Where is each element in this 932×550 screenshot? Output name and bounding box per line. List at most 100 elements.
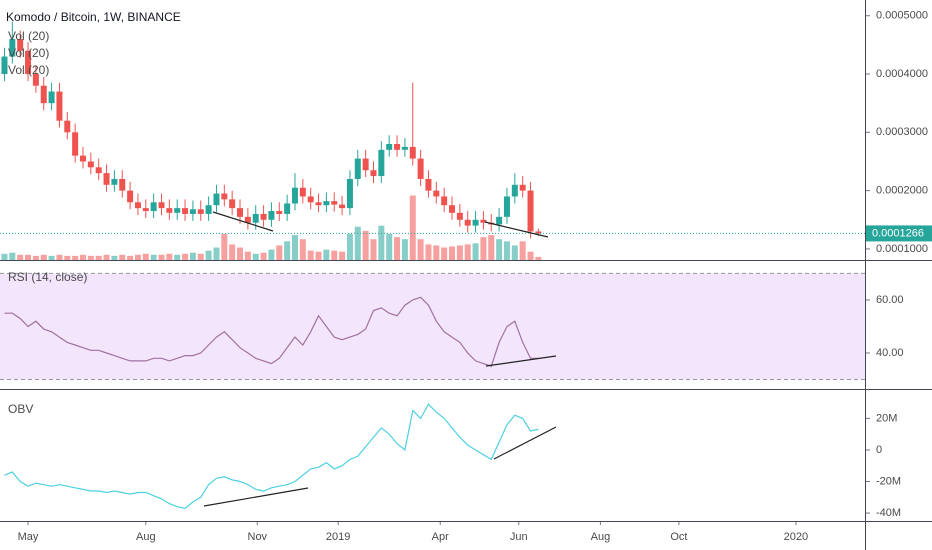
volume-bar [425, 244, 432, 260]
volume-bar [449, 246, 456, 260]
x-tick-label: Aug [591, 531, 611, 543]
indicator-label: Vol (20) [8, 29, 49, 43]
candle-body [205, 205, 212, 214]
y-tick-label: 0.0004000 [876, 68, 928, 80]
volume-bar [244, 251, 251, 260]
volume-bar [229, 244, 236, 260]
x-tick-label: Oct [670, 531, 687, 543]
candle-body [394, 143, 401, 150]
volume-bar [166, 253, 173, 260]
volume-bar [386, 234, 393, 260]
volume-bar [323, 249, 330, 260]
volume-bar [339, 251, 346, 260]
candle-body [174, 208, 181, 213]
candle-body [150, 202, 157, 212]
last-price-box [866, 225, 932, 242]
rsi-band [0, 273, 865, 380]
candle-body [1, 56, 8, 75]
candle-body [56, 91, 63, 121]
candle-body [95, 167, 102, 174]
candle-body [221, 193, 228, 200]
candle-body [284, 203, 291, 214]
y-tick-label: 20M [876, 412, 897, 424]
candle-body [229, 199, 236, 209]
candle-body [111, 178, 118, 185]
y-tick-label: 0.0002000 [876, 185, 928, 197]
volume-bar [87, 255, 94, 260]
volume-bar [1, 253, 8, 260]
volume-bar [441, 247, 448, 260]
volume-bar [79, 254, 86, 260]
candle-body [182, 208, 189, 214]
y-tick-label: 0 [876, 444, 882, 456]
candle-body [417, 158, 424, 179]
volume-bar [134, 254, 141, 260]
x-tick-label: 2019 [326, 531, 350, 543]
candle-body [456, 212, 463, 220]
candle-body [425, 178, 432, 191]
pane-title: RSI (14, close) [8, 270, 87, 284]
y-tick-label: -40M [876, 507, 901, 519]
candle-body [511, 184, 518, 197]
candle-body [535, 231, 542, 234]
candle-body [433, 190, 440, 197]
candle-body [315, 202, 322, 206]
volume-bar [56, 254, 63, 260]
volume-bar [174, 254, 181, 260]
volume-bar [299, 239, 306, 260]
volume-bar [205, 250, 212, 260]
candle-body [441, 196, 448, 206]
candle-body [40, 85, 47, 104]
candle-body [142, 208, 149, 212]
x-tick-label: Apr [432, 531, 449, 543]
chart-title: Komodo / Bitcoin, 1W, BINANCE [6, 10, 181, 24]
volume-bar [150, 254, 157, 260]
x-tick-label: Jun [510, 531, 528, 543]
x-tick-label: May [18, 531, 39, 543]
volume-bar [472, 243, 479, 260]
volume-bar [433, 245, 440, 260]
volume-bar [260, 252, 267, 260]
volume-bar [119, 254, 126, 260]
y-tick-label: -20M [876, 475, 901, 487]
volume-bar [291, 235, 298, 260]
pane-title: OBV [8, 402, 33, 416]
candle-body [213, 193, 220, 206]
y-tick-label: 0.0005000 [876, 10, 928, 22]
volume-bar [362, 230, 369, 260]
candle-body [166, 208, 173, 213]
volume-bar [25, 254, 32, 260]
volume-bar [158, 254, 165, 260]
candle-body [401, 146, 408, 150]
plots: May Aug Nov 2019 Apr Jun Aug Oct 2020 0.0001000 0.… [0, 10, 932, 543]
candle-body [449, 205, 456, 213]
last-price-label: 0.0001266 [872, 227, 924, 239]
volume-bar [32, 255, 39, 260]
candle-body [32, 74, 39, 86]
volume-bar [268, 249, 275, 260]
volume-bar [401, 239, 408, 260]
candle-body [134, 202, 141, 209]
volume-bar [527, 251, 534, 260]
volume-bar [496, 239, 503, 260]
candle-body [197, 209, 204, 214]
volume-bar [189, 252, 196, 260]
trend-line [485, 355, 557, 367]
candle-body [127, 190, 134, 203]
candle-body [189, 209, 196, 214]
candle-body [64, 120, 71, 133]
candle-body [354, 158, 361, 179]
candle-body [48, 91, 55, 104]
candle-body [260, 213, 267, 220]
y-tick-label: 60.00 [876, 294, 904, 306]
volume-bar [456, 245, 463, 260]
candle-body [17, 39, 24, 51]
volume-bar [276, 245, 283, 260]
volume-bar [354, 226, 361, 260]
volume-bar [213, 247, 220, 260]
volume-bar [142, 253, 149, 260]
trend-line [493, 426, 557, 460]
x-tick-label: Aug [136, 531, 156, 543]
candle-body [237, 208, 244, 217]
volume-bar [103, 254, 110, 260]
